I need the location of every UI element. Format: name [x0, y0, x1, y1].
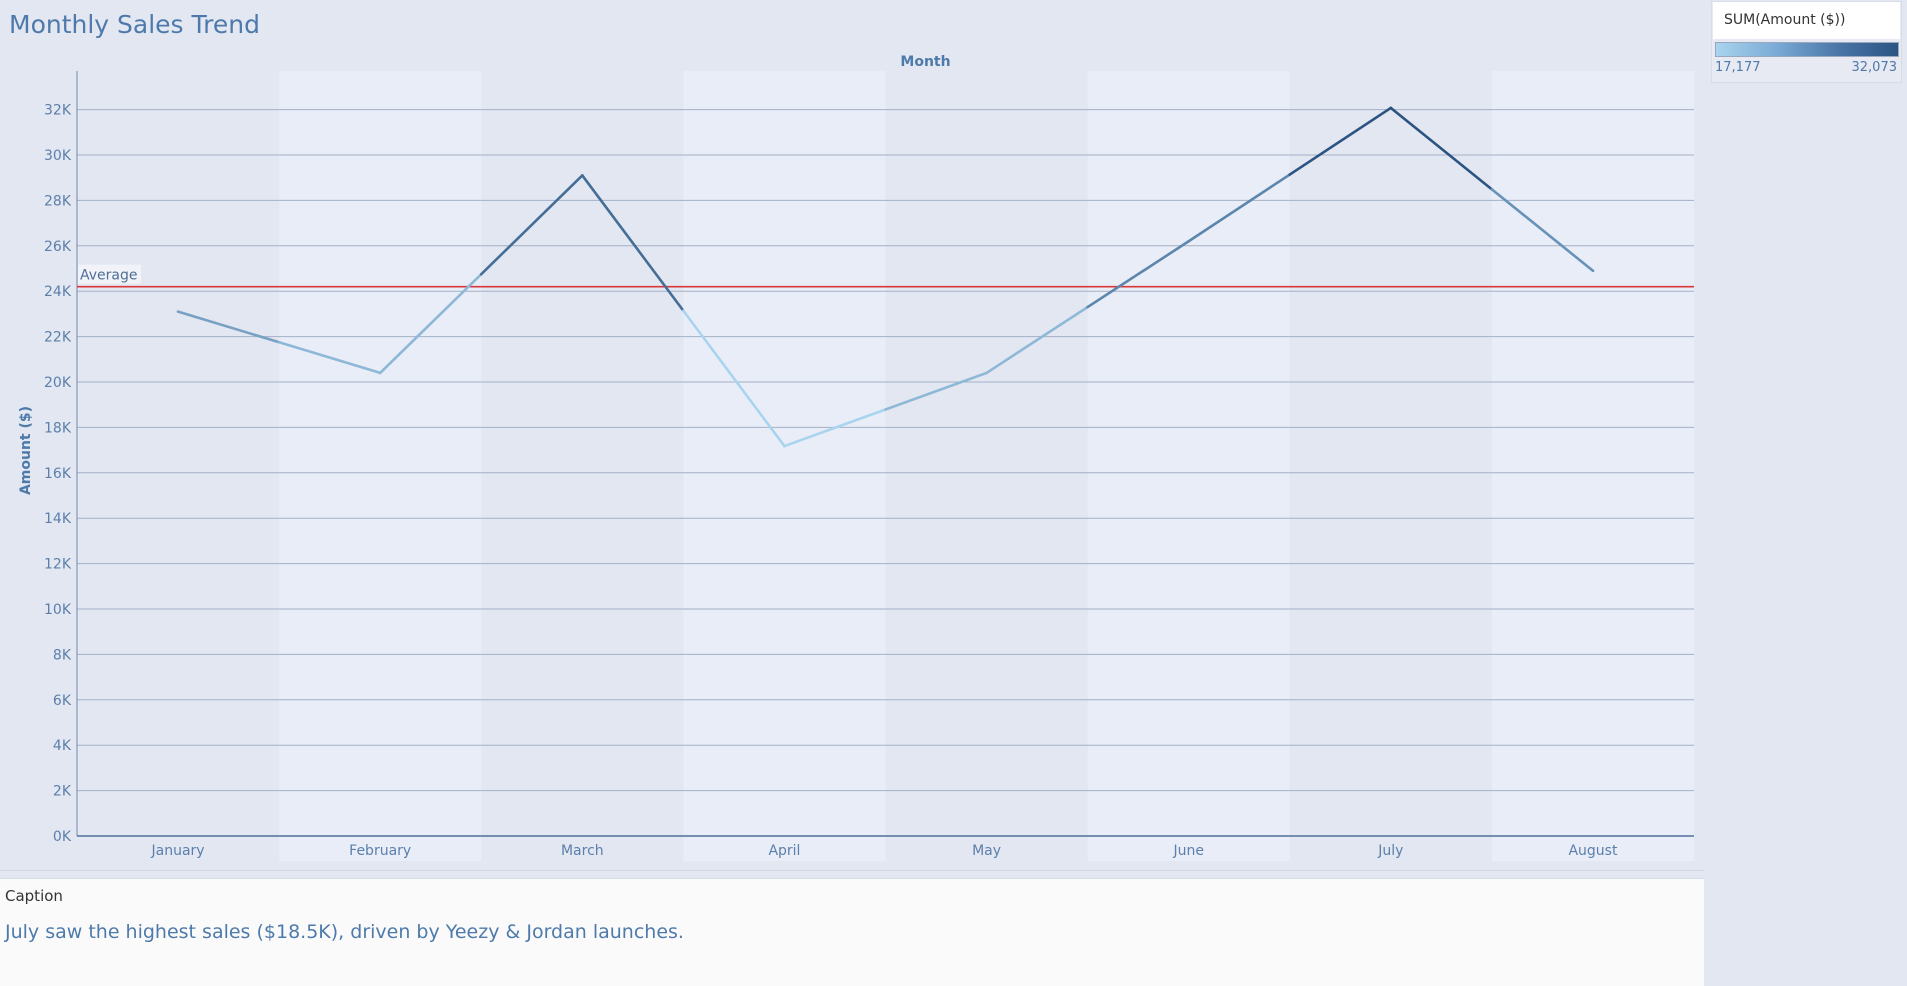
x-tick-label: August [1568, 843, 1618, 859]
y-tick-label: 20K [44, 375, 72, 391]
line-chart: Average January February March April May June… [18, 54, 1694, 861]
line-segment [682, 309, 786, 448]
line-segment [581, 174, 685, 313]
x-tick-label: March [561, 843, 604, 859]
chart-title: Monthly Sales Trend [9, 10, 260, 39]
data-point [1591, 269, 1595, 273]
data-point [1187, 239, 1190, 243]
color-legend[interactable]: SUM(Amount ($)) 17,177 32,073 [1711, 1, 1902, 83]
line-segment [378, 272, 483, 375]
x-tick-label: April [768, 843, 800, 859]
legend-max-label: 32,073 [1851, 60, 1898, 75]
caption-heading: Caption [5, 887, 63, 905]
line-segment [1086, 239, 1190, 309]
x-tick-label: June [1172, 843, 1204, 859]
y-tick-label: 6K [53, 693, 72, 709]
y-tick-label: 12K [44, 557, 72, 573]
caption-box: Caption July saw the highest sales ($18.… [0, 878, 1704, 986]
caption-text: July saw the highest sales ($18.5K), dri… [5, 921, 684, 943]
line-segment [1187, 173, 1292, 243]
line-segment [884, 371, 988, 411]
column-band [77, 71, 280, 861]
line-segment [985, 305, 1089, 375]
data-point [985, 371, 988, 375]
average-label-bg [78, 264, 141, 284]
column-band [279, 71, 482, 861]
x-tick-label: January [151, 843, 205, 859]
y-tick-label: 2K [53, 784, 72, 800]
column-band [1289, 71, 1492, 861]
x-tick-label: February [349, 843, 411, 859]
y-tick-label: 18K [44, 420, 72, 436]
y-tick-label: 22K [44, 330, 72, 346]
data-point [783, 444, 786, 448]
column-band [683, 71, 886, 861]
legend-title: SUM(Amount ($)) [1713, 2, 1900, 39]
line-segment [277, 340, 382, 375]
column-band [885, 71, 1088, 861]
y-tick-label: 28K [44, 193, 72, 209]
y-tick-label: 10K [44, 602, 72, 618]
line-segment [479, 174, 584, 276]
line-segment [1389, 106, 1494, 191]
legend-panel: SUM(Amount ($)) 17,177 32,073 [1704, 0, 1907, 985]
y-tick-label: 14K [44, 511, 72, 527]
y-axis-title: Amount ($) [18, 406, 34, 495]
x-axis-title: Month [900, 54, 950, 70]
legend-min-label: 17,177 [1715, 60, 1761, 75]
column-band [481, 71, 684, 861]
y-tick-label: 26K [44, 239, 72, 255]
x-tick-label: May [972, 843, 1001, 859]
data-point [1389, 106, 1393, 110]
y-tick-label: 16K [44, 466, 72, 482]
y-tick-label: 4K [53, 738, 72, 754]
data-point [176, 310, 180, 313]
column-band [1491, 71, 1694, 861]
line-segment [176, 310, 281, 344]
legend-color-ramp [1715, 42, 1899, 57]
y-tick-label: 30K [44, 148, 72, 164]
average-label: Average [80, 268, 138, 284]
line-segment [1490, 188, 1595, 273]
data-point [581, 174, 584, 177]
y-tick-label: 8K [53, 647, 72, 663]
line-segment [1288, 106, 1393, 176]
y-tick-label: 24K [44, 284, 72, 300]
worksheet-pane: Monthly Sales Trend Average January Febru… [0, 0, 1705, 871]
column-band [1087, 71, 1290, 861]
y-tick-label: 32K [44, 103, 72, 119]
line-segment [783, 408, 887, 448]
x-tick-label: July [1377, 843, 1403, 859]
y-tick-label: 0K [53, 829, 72, 845]
data-point [378, 371, 382, 375]
